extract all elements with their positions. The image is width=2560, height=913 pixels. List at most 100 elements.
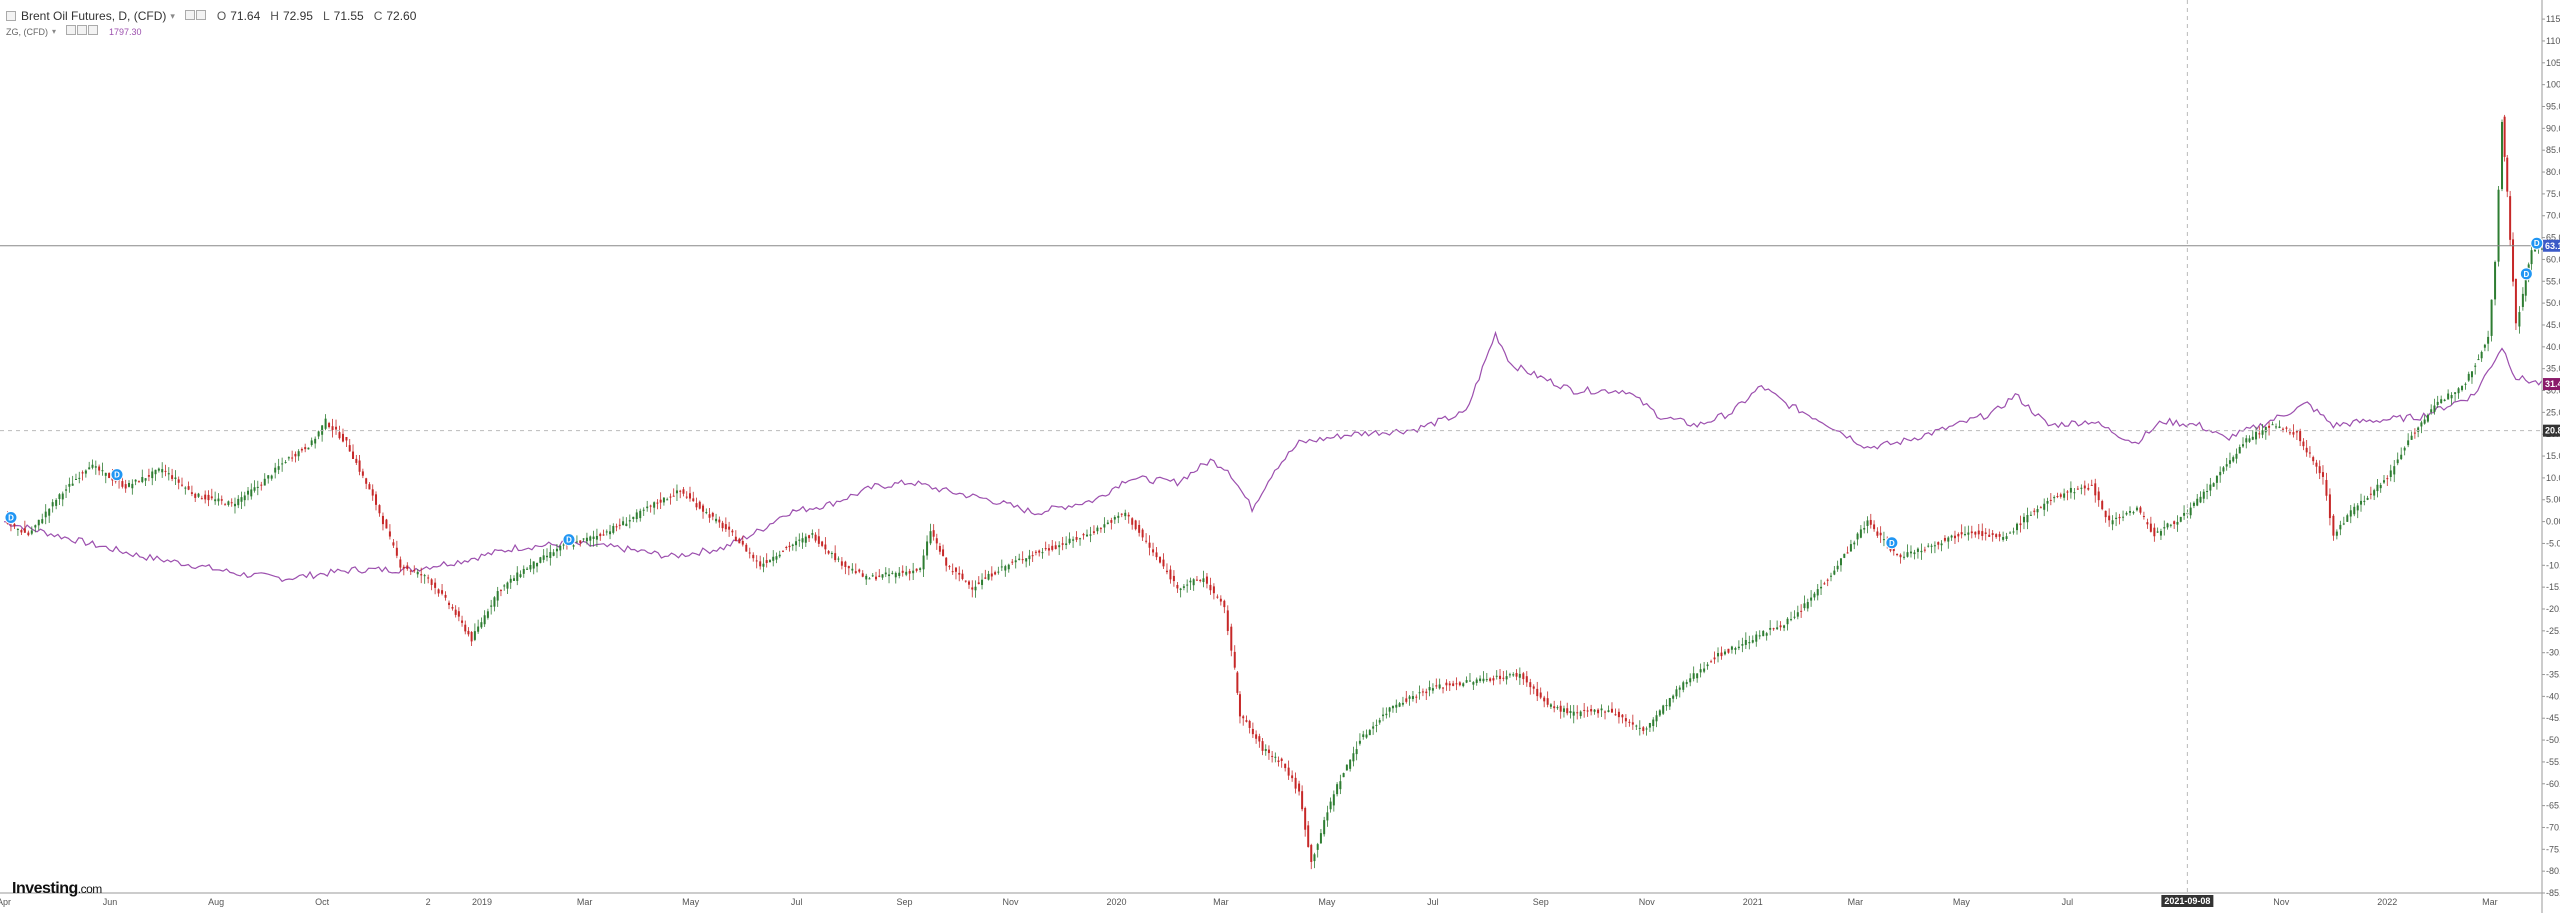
candle-body bbox=[539, 557, 542, 563]
candle-body bbox=[2292, 432, 2295, 435]
candle-body bbox=[1349, 759, 1352, 769]
candle-body bbox=[1336, 784, 1339, 795]
candle-body bbox=[467, 630, 470, 635]
candle-body bbox=[1277, 760, 1280, 763]
compare-settings-icons[interactable] bbox=[66, 24, 99, 40]
gear-icon[interactable] bbox=[77, 25, 88, 35]
close-icon[interactable] bbox=[88, 25, 99, 35]
candle-body bbox=[804, 536, 807, 543]
candle-body bbox=[1549, 704, 1552, 707]
candle-body bbox=[834, 553, 837, 561]
candle-body bbox=[1425, 691, 1428, 694]
candle-body bbox=[2146, 522, 2149, 525]
plot-area[interactable] bbox=[3, 114, 2543, 870]
candle-body bbox=[1068, 538, 1071, 544]
candle-body bbox=[2288, 432, 2291, 434]
candle-body bbox=[2159, 531, 2162, 536]
candle-body bbox=[277, 466, 280, 470]
candle-body bbox=[1041, 552, 1044, 554]
dividend-marker bbox=[2530, 236, 2544, 250]
candle-body bbox=[595, 535, 598, 540]
x-tick-label: 2022 bbox=[2377, 897, 2397, 907]
candle-body bbox=[526, 568, 529, 570]
y-tick-label: -35.00% bbox=[2546, 670, 2560, 680]
candle-body bbox=[121, 481, 124, 487]
candle-body bbox=[1539, 692, 1542, 698]
candle-body bbox=[837, 558, 840, 560]
candle-body bbox=[1859, 529, 1862, 538]
chevron-down-icon[interactable]: ▾ bbox=[170, 11, 175, 21]
candle-body bbox=[2332, 515, 2335, 536]
investing-logo[interactable]: Investing.com bbox=[12, 880, 102, 898]
candle-body bbox=[2043, 503, 2046, 510]
candle-body bbox=[990, 573, 993, 577]
candle-body bbox=[2461, 385, 2464, 391]
candle-body bbox=[1610, 708, 1613, 713]
y-tick-label: -65.00% bbox=[2546, 801, 2560, 811]
candle-body bbox=[1710, 661, 1713, 663]
candle-body bbox=[486, 611, 489, 618]
candle-body bbox=[1195, 579, 1198, 581]
eye-icon[interactable] bbox=[184, 10, 195, 20]
candle-body bbox=[1532, 686, 1535, 689]
legend-settings-icons[interactable] bbox=[184, 8, 207, 24]
candle-body bbox=[164, 470, 167, 472]
candle-body bbox=[2046, 501, 2049, 504]
candle-body bbox=[2373, 490, 2376, 496]
chevron-down-icon[interactable]: ▾ bbox=[52, 27, 57, 36]
candle-body bbox=[1092, 531, 1095, 533]
collapse-toggle-icon[interactable] bbox=[6, 11, 16, 21]
candle-body bbox=[659, 499, 662, 503]
candle-body bbox=[1438, 684, 1441, 689]
candle-body bbox=[1981, 531, 1984, 536]
candle-body bbox=[68, 483, 71, 487]
candle-body bbox=[2503, 116, 2506, 157]
candle-body bbox=[1678, 687, 1681, 690]
candle-body bbox=[1248, 720, 1251, 728]
candle-body bbox=[171, 475, 174, 479]
candle-body bbox=[977, 582, 980, 585]
candle-body bbox=[161, 469, 164, 473]
candle-body bbox=[552, 552, 555, 556]
candle-body bbox=[1783, 625, 1786, 628]
candle-body bbox=[935, 538, 938, 544]
candle-body bbox=[2076, 488, 2079, 490]
candle-body bbox=[1836, 565, 1839, 570]
candle-body bbox=[1947, 537, 1950, 542]
candle-body bbox=[2049, 499, 2052, 501]
candle-body bbox=[1452, 683, 1455, 686]
candle-body bbox=[1569, 711, 1572, 714]
x-tick-label: Mar bbox=[2482, 897, 2498, 907]
candle-body bbox=[256, 486, 259, 488]
eye-icon[interactable] bbox=[66, 25, 77, 35]
candle-body bbox=[1332, 794, 1335, 806]
candle-body bbox=[30, 530, 33, 534]
candle-body bbox=[791, 544, 794, 546]
candle-body bbox=[685, 496, 688, 498]
candle-body bbox=[392, 542, 395, 546]
candle-body bbox=[1572, 711, 1575, 716]
candle-body bbox=[220, 499, 223, 501]
candle-body bbox=[1291, 775, 1294, 779]
candle-body bbox=[2039, 507, 2042, 509]
candle-body bbox=[1849, 544, 1852, 552]
candle-body bbox=[662, 497, 665, 503]
candle-body bbox=[2423, 419, 2426, 424]
candle-body bbox=[496, 591, 499, 601]
candle-body bbox=[2534, 249, 2537, 252]
candle-body bbox=[2235, 453, 2238, 459]
candle-body bbox=[2386, 478, 2389, 480]
candle-body bbox=[951, 571, 954, 573]
candle-body bbox=[1843, 553, 1846, 558]
candle-body bbox=[1401, 702, 1404, 705]
candle-body bbox=[1230, 626, 1233, 651]
candle-body bbox=[1113, 516, 1116, 520]
candle-body bbox=[718, 519, 721, 523]
candle-body bbox=[13, 523, 16, 527]
candle-body bbox=[1755, 634, 1758, 642]
candle-body bbox=[894, 572, 897, 578]
dividend-marker bbox=[4, 510, 18, 524]
gear-icon[interactable] bbox=[195, 10, 206, 20]
candle-body bbox=[124, 484, 127, 489]
